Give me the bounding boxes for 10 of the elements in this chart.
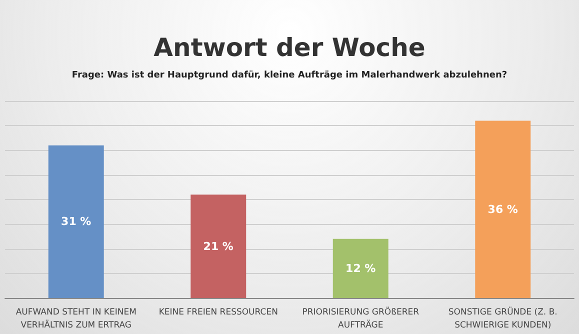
data-label: 31 % — [61, 215, 92, 228]
x-tick-label: AUFWAND STEHT IN KEINEM VERHÄLTNIS ZUM ERTRAG — [16, 308, 136, 330]
x-tick-label: PRIORISIERUNG GRÖßERER AUFTRÄGE — [302, 306, 420, 330]
chart-subtitle: Frage: Was ist der Hauptgrund dafür, kleine Aufträge im Malerhandwerk abzulehnen? — [72, 70, 508, 80]
x-tick-label: SONSTIGE GRÜNDE (Z. B. SCHWIERIGE KUNDEN) — [448, 306, 558, 330]
x-tick-label: KEINE FREIEN RESSOURCEN — [158, 308, 278, 318]
chart-title: Antwort der Woche — [154, 33, 426, 62]
data-label: 21 % — [203, 240, 234, 253]
data-label: 36 % — [488, 202, 518, 216]
data-label: 12 % — [346, 262, 376, 275]
